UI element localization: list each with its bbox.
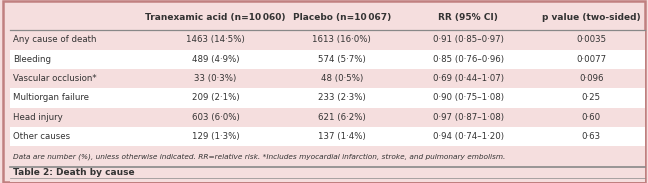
Text: 209 (2·1%): 209 (2·1%) (192, 94, 239, 102)
Text: 621 (6·2%): 621 (6·2%) (318, 113, 365, 122)
Text: Multiorgan failure: Multiorgan failure (13, 94, 89, 102)
Text: 0·63: 0·63 (582, 132, 601, 141)
Text: 0·90 (0·75–1·08): 0·90 (0·75–1·08) (433, 94, 503, 102)
Text: 1613 (16·0%): 1613 (16·0%) (312, 35, 371, 44)
Text: 0·0035: 0·0035 (576, 35, 607, 44)
Text: Tranexamic acid (n=10 060): Tranexamic acid (n=10 060) (145, 13, 286, 22)
Text: 0·60: 0·60 (582, 113, 601, 122)
Text: 33 (0·3%): 33 (0·3%) (194, 74, 237, 83)
Text: 0·0077: 0·0077 (576, 55, 607, 64)
Text: 489 (4·9%): 489 (4·9%) (192, 55, 239, 64)
Text: 1463 (14·5%): 1463 (14·5%) (186, 35, 245, 44)
Text: 0·91 (0·85–0·97): 0·91 (0·85–0·97) (433, 35, 503, 44)
Text: 48 (0·5%): 48 (0·5%) (321, 74, 363, 83)
Text: 0·25: 0·25 (582, 94, 601, 102)
Text: 0·096: 0·096 (579, 74, 603, 83)
Bar (10, 30, 645, 50)
Bar (10, 88, 645, 108)
Text: RR (95% CI): RR (95% CI) (438, 13, 498, 22)
Bar (10, 108, 645, 127)
Bar (10, 127, 645, 146)
Text: p value (two-sided): p value (two-sided) (542, 13, 641, 22)
Bar (10, 146, 645, 182)
Text: Bleeding: Bleeding (13, 55, 51, 64)
Text: Other causes: Other causes (13, 132, 70, 141)
Text: Table 2: Death by cause: Table 2: Death by cause (13, 168, 135, 178)
Text: Data are number (%), unless otherwise indicated. RR=relative risk. *Includes myo: Data are number (%), unless otherwise in… (13, 154, 505, 160)
Text: 0·94 (0·74–1·20): 0·94 (0·74–1·20) (433, 132, 503, 141)
Text: 0·69 (0·44–1·07): 0·69 (0·44–1·07) (433, 74, 503, 83)
Text: 233 (2·3%): 233 (2·3%) (318, 94, 365, 102)
Text: Vascular occlusion*: Vascular occlusion* (13, 74, 97, 83)
Text: 0·85 (0·76–0·96): 0·85 (0·76–0·96) (433, 55, 503, 64)
Text: 0·97 (0·87–1·08): 0·97 (0·87–1·08) (433, 113, 503, 122)
Text: Any cause of death: Any cause of death (13, 35, 97, 44)
FancyBboxPatch shape (3, 1, 645, 182)
Text: 603 (6·0%): 603 (6·0%) (192, 113, 239, 122)
Text: Head injury: Head injury (13, 113, 63, 122)
Bar (10, 69, 645, 88)
Text: 137 (1·4%): 137 (1·4%) (318, 132, 365, 141)
Text: Placebo (n=10 067): Placebo (n=10 067) (293, 13, 391, 22)
Text: 574 (5·7%): 574 (5·7%) (318, 55, 365, 64)
Text: 129 (1·3%): 129 (1·3%) (192, 132, 239, 141)
Bar (10, 50, 645, 69)
